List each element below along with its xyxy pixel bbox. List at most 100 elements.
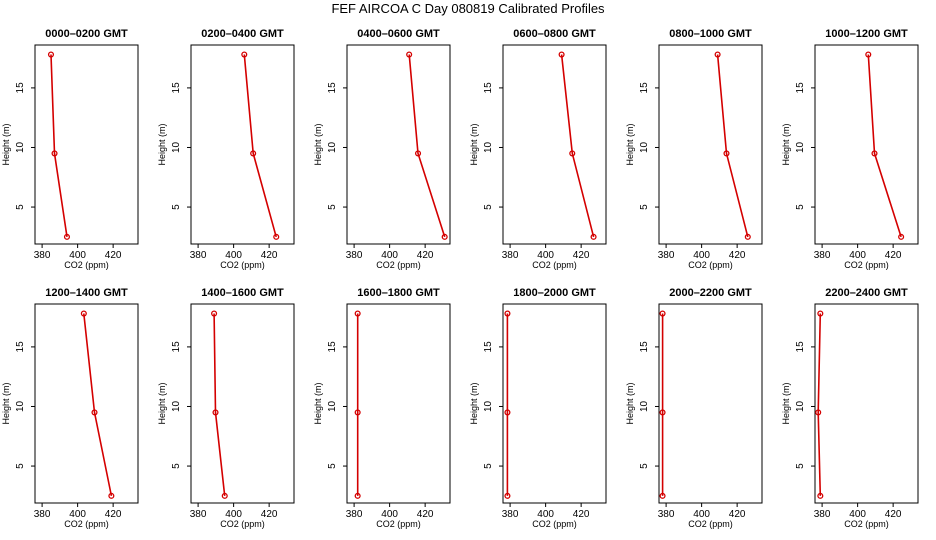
x-tick-label: 380 [34,509,51,520]
profile-point [504,492,511,499]
profile-point [414,150,422,157]
profile-point [659,409,666,416]
y-axis-label: Height (m) [469,382,479,424]
x-tick-label: 380 [34,250,51,261]
panel-title: 1200–1400 GMT [45,287,128,299]
x-tick-label: 380 [502,250,519,261]
x-tick-label: 420 [261,250,278,261]
panel: 2200–2400 GMT 380 400 420 5 10 15 CO2 (ppm) Heig… [781,287,919,529]
x-axis-label: CO2 (ppm) [532,260,577,270]
x-tick-label: 420 [105,509,122,520]
panel-title: 1000–1200 GMT [825,28,908,40]
plot-frame [502,303,607,504]
panel-title: 0800–1000 GMT [669,28,752,40]
plot-frame [346,44,451,245]
y-tick-label: 5 [15,463,26,469]
profile-point [659,492,666,499]
profile-point [714,51,721,58]
panel: 0200–0400 GMT 380 400 420 5 10 15 CO2 (ppm) Heig… [157,28,295,270]
panel: 1800–2000 GMT 380 400 420 5 10 15 CO2 (ppm) Heig… [469,287,607,529]
panel: 1600–1800 GMT 380 400 420 5 10 15 CO2 (ppm) Heig… [313,287,451,529]
profile-line [560,54,595,238]
x-tick-label: 420 [573,509,590,520]
profile-point [871,150,878,157]
y-tick-label: 5 [327,204,338,210]
y-tick-label: 5 [639,204,650,210]
x-tick-label: 400 [225,509,242,520]
y-tick-label: 10 [15,141,26,153]
y-axis-label: Height (m) [625,123,635,165]
y-tick-label: 10 [15,400,26,412]
y-tick-label: 15 [327,82,338,94]
panel: 1000–1200 GMT 380 400 420 5 10 15 CO2 (ppm) Heig… [781,28,919,270]
x-tick-label: 400 [693,509,710,520]
plot-frame [814,44,919,245]
panel: 0800–1000 GMT 380 400 420 5 10 15 CO2 (ppm) Heig… [625,28,763,270]
panel: 0400–0600 GMT 380 400 420 5 10 15 CO2 (ppm) Heig… [313,28,451,270]
x-tick-label: 380 [658,250,675,261]
x-tick-label: 420 [885,250,902,261]
y-tick-label: 15 [327,341,338,353]
y-tick-label: 10 [795,141,806,153]
plot-frame [814,303,919,504]
x-tick-label: 420 [885,509,902,520]
y-tick-label: 15 [171,82,182,94]
profile-point [241,51,248,58]
y-tick-label: 10 [327,400,338,412]
profile-point [211,310,218,317]
panel: 0000–0200 GMT 380 400 420 5 10 15 CO2 (ppm) Heig… [1,28,139,270]
x-tick-label: 420 [417,250,434,261]
x-tick-label: 380 [346,250,363,261]
plot-frame [34,303,139,504]
profile-point [815,409,822,416]
panel-title: 2000–2200 GMT [669,287,752,299]
x-tick-label: 380 [190,509,207,520]
x-axis-label: CO2 (ppm) [376,260,421,270]
profile-line [408,54,446,238]
y-tick-label: 5 [327,463,338,469]
x-tick-label: 420 [729,509,746,520]
profile-point [898,233,905,240]
profile-point [47,51,55,58]
y-axis-label: Height (m) [313,123,323,165]
profile-point [221,492,228,499]
profile-point [108,492,115,499]
y-axis-label: Height (m) [781,123,791,165]
x-tick-label: 420 [105,250,122,261]
profile-line [50,54,68,238]
x-tick-label: 420 [261,509,278,520]
profile-point [590,233,597,240]
profile-line [213,313,226,496]
profile-point [80,310,87,317]
panel-title: 2200–2400 GMT [825,287,908,299]
x-axis-label: CO2 (ppm) [688,519,733,529]
plot-frame [502,44,607,245]
x-tick-label: 420 [573,250,590,261]
plot-frame [34,44,139,245]
y-tick-label: 10 [483,141,494,153]
profile-point [354,492,361,499]
profile-point [354,310,361,317]
y-axis-label: Height (m) [1,123,11,165]
plot-frame [346,303,451,504]
x-tick-label: 400 [849,250,866,261]
profile-point [441,233,448,240]
x-tick-label: 380 [814,250,831,261]
y-axis-label: Height (m) [1,382,11,424]
panel-title: 1400–1600 GMT [201,287,284,299]
y-axis-label: Height (m) [625,382,635,424]
y-tick-label: 5 [795,463,806,469]
x-axis-label: CO2 (ppm) [64,260,109,270]
profile-point [817,492,824,499]
profile-point [659,310,666,317]
profile-point [504,310,511,317]
y-tick-label: 5 [795,204,806,210]
y-tick-label: 15 [483,341,494,353]
y-axis-label: Height (m) [469,123,479,165]
x-axis-label: CO2 (ppm) [844,519,889,529]
x-tick-label: 380 [658,509,675,520]
profile-line [243,54,277,238]
y-tick-label: 10 [639,141,650,153]
profile-point [63,233,71,240]
profile-point [569,150,576,157]
